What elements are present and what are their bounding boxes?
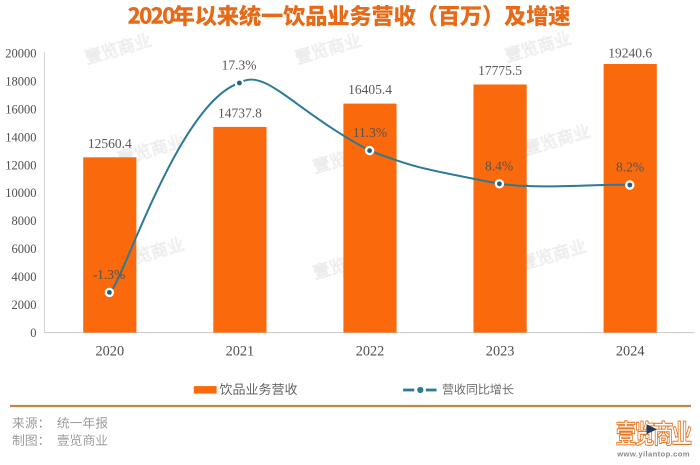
svg-text:12560.4: 12560.4 bbox=[88, 136, 132, 151]
svg-text:2021: 2021 bbox=[226, 343, 255, 359]
svg-text:2023: 2023 bbox=[486, 343, 515, 359]
svg-text:8.2%: 8.2% bbox=[616, 160, 644, 175]
svg-text:20000: 20000 bbox=[5, 47, 36, 61]
svg-text:2020: 2020 bbox=[96, 343, 125, 359]
svg-text:8000: 8000 bbox=[12, 214, 37, 228]
svg-text:14000: 14000 bbox=[5, 130, 36, 144]
svg-text:www.yilantop.com: www.yilantop.com bbox=[616, 450, 690, 459]
svg-text:-1.3%: -1.3% bbox=[93, 267, 126, 282]
svg-text:17.3%: 17.3% bbox=[222, 58, 257, 73]
svg-text:8.4%: 8.4% bbox=[485, 158, 513, 173]
svg-text:12000: 12000 bbox=[5, 158, 36, 172]
svg-text:0: 0 bbox=[30, 326, 36, 340]
svg-text:6000: 6000 bbox=[12, 242, 37, 256]
svg-text:2000: 2000 bbox=[12, 298, 37, 312]
svg-text:11.3%: 11.3% bbox=[353, 125, 387, 140]
svg-text:18000: 18000 bbox=[5, 75, 36, 89]
svg-text:16000: 16000 bbox=[5, 102, 36, 116]
svg-text:19240.6: 19240.6 bbox=[608, 45, 652, 60]
svg-text:10000: 10000 bbox=[5, 186, 36, 200]
svg-text:17775.5: 17775.5 bbox=[478, 63, 522, 78]
svg-text:2022: 2022 bbox=[356, 343, 385, 359]
svg-text:16405.4: 16405.4 bbox=[348, 82, 392, 97]
svg-text:2024: 2024 bbox=[616, 343, 645, 359]
svg-text:4000: 4000 bbox=[12, 270, 37, 284]
svg-text:14737.8: 14737.8 bbox=[218, 105, 262, 120]
